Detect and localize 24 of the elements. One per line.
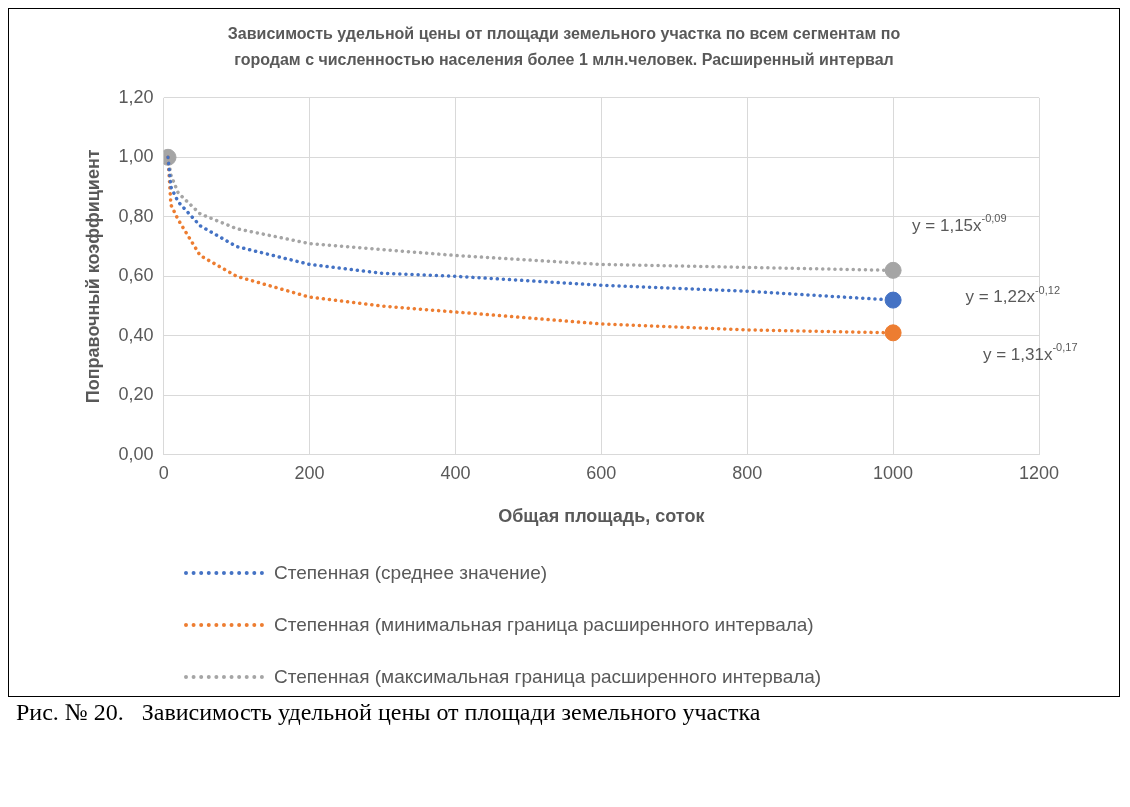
legend-label: Степенная (среднее значение) <box>274 562 548 584</box>
y-tick-label: 0,40 <box>118 324 154 345</box>
x-axis-title: Общая площадь, соток <box>498 506 706 527</box>
point <box>884 291 902 309</box>
legend-label: Степенная (максимальная граница расширенного интервала) <box>274 666 822 688</box>
y-tick-label: 0,20 <box>118 384 154 405</box>
y-tick-label: 1,20 <box>118 86 154 107</box>
point <box>884 324 902 342</box>
x-tick-label: 1200 <box>1018 462 1060 483</box>
y-tick-label: 0,80 <box>118 205 154 226</box>
text: Рис. № 20. Зависимость удельной цены от площади земельного участка <box>15 698 762 727</box>
x-tick-label: 800 <box>732 462 763 483</box>
y-tick-label: 1,00 <box>118 146 154 167</box>
y-tick-label: 0,00 <box>118 443 154 464</box>
x-tick-label: 1000 <box>873 462 914 483</box>
legend-label: Степенная (минимальная граница расширенного интервала) <box>274 614 814 636</box>
chart-title: Зависимость удельной цены от площади земельного участка по всем сегментам по городам с численностью населения более 1 млн.человек. Расширенный интервал <box>226 24 902 70</box>
x-tick-label: 0 <box>158 462 169 483</box>
x-tick-label: 200 <box>294 462 325 483</box>
x-tick-label: 400 <box>440 462 471 483</box>
y-axis-title: Поправочный коэффициент <box>82 149 103 404</box>
point <box>884 261 902 279</box>
y-tick-label: 0,60 <box>118 265 154 286</box>
x-tick-label: 600 <box>586 462 617 483</box>
